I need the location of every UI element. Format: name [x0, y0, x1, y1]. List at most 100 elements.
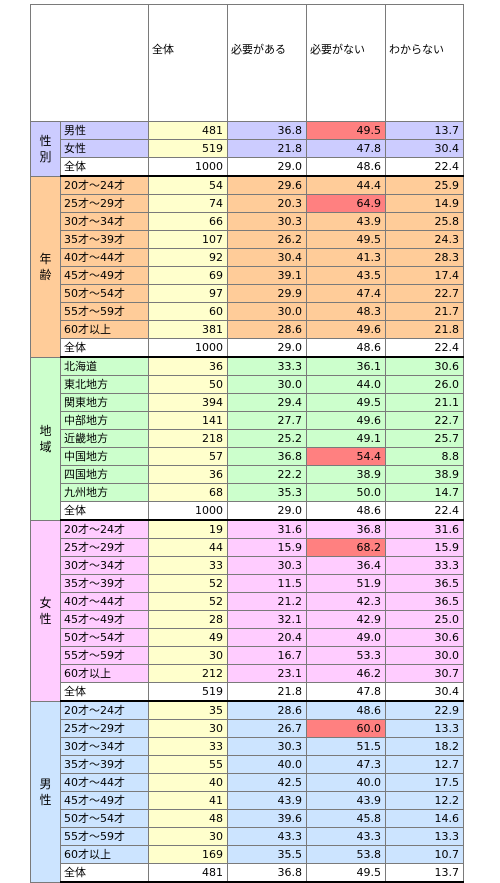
- cell-total-count: 68: [148, 483, 228, 502]
- cell-unnecessary-pct: 38.9: [306, 465, 386, 484]
- cell-dont-know-pct: 21.7: [385, 302, 464, 321]
- table-row: 50才～54才 49 20.4 49.0 30.6: [31, 628, 464, 647]
- cell-dont-know-pct: 22.7: [385, 284, 464, 303]
- cell-dont-know-pct: 8.8: [385, 447, 464, 466]
- row-label: 四国地方: [60, 465, 149, 484]
- row-label: 全体: [60, 338, 149, 358]
- cell-dont-know-pct: 25.0: [385, 610, 464, 629]
- cell-total-count: 66: [148, 212, 228, 231]
- cell-total-count: 394: [148, 393, 228, 412]
- column-header-dont-know: わからない: [385, 4, 464, 122]
- cell-unnecessary-pct: 49.0: [306, 628, 386, 647]
- row-label: 40才～44才: [60, 248, 149, 267]
- table-row: 女 性 20才～24才 19 31.6 36.8 31.6: [30, 519, 464, 702]
- cell-unnecessary-pct: 43.5: [306, 266, 386, 285]
- cell-dont-know-pct: 13.7: [385, 121, 464, 140]
- cell-necessary-pct: 25.2: [227, 429, 307, 448]
- cell-unnecessary-pct: 36.1: [306, 356, 386, 376]
- cell-total-count: 52: [148, 574, 228, 593]
- cell-total-count: 1000: [148, 157, 228, 177]
- cell-dont-know-pct: 31.6: [385, 519, 464, 539]
- cell-dont-know-pct: 30.0: [385, 646, 464, 665]
- row-label: 北海道: [60, 356, 149, 376]
- cell-unnecessary-pct: 49.5: [306, 863, 386, 883]
- cell-unnecessary-pct: 46.2: [306, 664, 386, 683]
- cell-dont-know-pct: 30.4: [385, 682, 464, 702]
- cell-dont-know-pct: 14.6: [385, 809, 464, 828]
- header-corner-diagonal: [30, 4, 149, 122]
- cell-unnecessary-pct: 43.9: [306, 791, 386, 810]
- total-row: 全体 481 36.8 49.5 13.7: [31, 863, 464, 883]
- cell-unnecessary-pct: 49.5: [306, 121, 386, 140]
- row-label: 25才～29才: [60, 719, 149, 738]
- table-row: 25才～29才 44 15.9 68.2 15.9: [31, 538, 464, 557]
- cell-total-count: 44: [148, 538, 228, 557]
- cell-total-count: 30: [148, 646, 228, 665]
- total-row: 全体 1000 29.0 48.6 22.4: [31, 338, 464, 358]
- row-label: 40才～44才: [60, 592, 149, 611]
- cell-necessary-pct: 39.1: [227, 266, 307, 285]
- cell-total-count: 48: [148, 809, 228, 828]
- cell-necessary-pct: 30.4: [227, 248, 307, 267]
- cell-unnecessary-pct: 47.8: [306, 682, 386, 702]
- table-row: 50才～54才 97 29.9 47.4 22.7: [31, 284, 464, 303]
- cell-dont-know-pct: 10.7: [385, 845, 464, 864]
- table-row: 地 域北海道 36 33.3 36.1 30.6: [30, 356, 464, 521]
- table-row: 男 性 20才～24才 35 28.6 48.6 22.9: [30, 700, 464, 883]
- cell-necessary-pct: 30.3: [227, 556, 307, 575]
- cell-total-count: 519: [148, 139, 228, 158]
- table-row: 35才～39才 55 40.0 47.3 12.7: [31, 755, 464, 774]
- cell-necessary-pct: 35.5: [227, 845, 307, 864]
- table-row: 45才～49才 41 43.9 43.9 12.2: [31, 791, 464, 810]
- cell-total-count: 60: [148, 302, 228, 321]
- cell-unnecessary-pct: 48.6: [306, 157, 386, 177]
- row-label: 中部地方: [60, 411, 149, 430]
- cell-necessary-pct: 30.3: [227, 737, 307, 756]
- cell-total-count: 381: [148, 320, 228, 339]
- cell-total-count: 41: [148, 791, 228, 810]
- cell-necessary-pct: 33.3: [227, 356, 307, 376]
- cell-necessary-pct: 36.8: [227, 863, 307, 883]
- cell-total-count: 55: [148, 755, 228, 774]
- cell-unnecessary-pct: 48.6: [306, 501, 386, 521]
- cell-necessary-pct: 43.3: [227, 827, 307, 846]
- cell-necessary-pct: 32.1: [227, 610, 307, 629]
- cell-total-count: 519: [148, 682, 228, 702]
- cell-dont-know-pct: 30.6: [385, 628, 464, 647]
- row-label: 55才～59才: [60, 646, 149, 665]
- cell-unnecessary-pct: 36.8: [306, 519, 386, 539]
- cell-necessary-pct: 28.6: [227, 320, 307, 339]
- cell-necessary-pct: 29.0: [227, 338, 307, 358]
- cell-unnecessary-pct: 53.8: [306, 845, 386, 864]
- cell-total-count: 1000: [148, 338, 228, 358]
- table-row: 東北地方 50 30.0 44.0 26.0: [31, 375, 464, 394]
- cell-necessary-pct: 11.5: [227, 574, 307, 593]
- total-row: 全体 519 21.8 47.8 30.4: [31, 682, 464, 702]
- cell-necessary-pct: 39.6: [227, 809, 307, 828]
- row-label: 45才～49才: [60, 266, 149, 285]
- cell-unnecessary-pct: 64.9: [306, 194, 386, 213]
- row-label: 全体: [60, 501, 149, 521]
- cell-unnecessary-pct: 51.5: [306, 737, 386, 756]
- cell-total-count: 107: [148, 230, 228, 249]
- row-label: 20才～24才: [60, 175, 149, 195]
- row-label: 男性: [60, 121, 149, 140]
- section-label-region: 地 域: [30, 356, 61, 521]
- cell-necessary-pct: 21.2: [227, 592, 307, 611]
- cell-total-count: 30: [148, 719, 228, 738]
- survey-table-container: 全体 必要がある 必要がない わからない 性 別男性 481 36.8 49.5 13.…: [30, 4, 464, 883]
- cell-dont-know-pct: 12.2: [385, 791, 464, 810]
- cell-dont-know-pct: 22.4: [385, 338, 464, 358]
- cell-unnecessary-pct: 47.4: [306, 284, 386, 303]
- cell-necessary-pct: 30.0: [227, 302, 307, 321]
- cell-dont-know-pct: 22.7: [385, 411, 464, 430]
- row-label: 女性: [60, 139, 149, 158]
- row-label: 45才～49才: [60, 791, 149, 810]
- cell-dont-know-pct: 13.3: [385, 719, 464, 738]
- cell-dont-know-pct: 22.4: [385, 501, 464, 521]
- table-row: 45才～49才 69 39.1 43.5 17.4: [31, 266, 464, 285]
- cell-necessary-pct: 40.0: [227, 755, 307, 774]
- cell-necessary-pct: 21.8: [227, 682, 307, 702]
- row-label: 20才～24才: [60, 700, 149, 720]
- survey-table: 全体 必要がある 必要がない わからない 性 別男性 481 36.8 49.5 13.…: [30, 4, 464, 883]
